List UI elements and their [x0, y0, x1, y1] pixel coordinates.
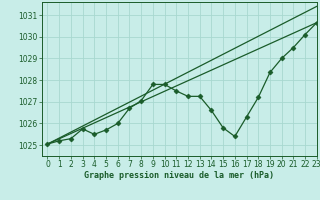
X-axis label: Graphe pression niveau de la mer (hPa): Graphe pression niveau de la mer (hPa) — [84, 171, 274, 180]
